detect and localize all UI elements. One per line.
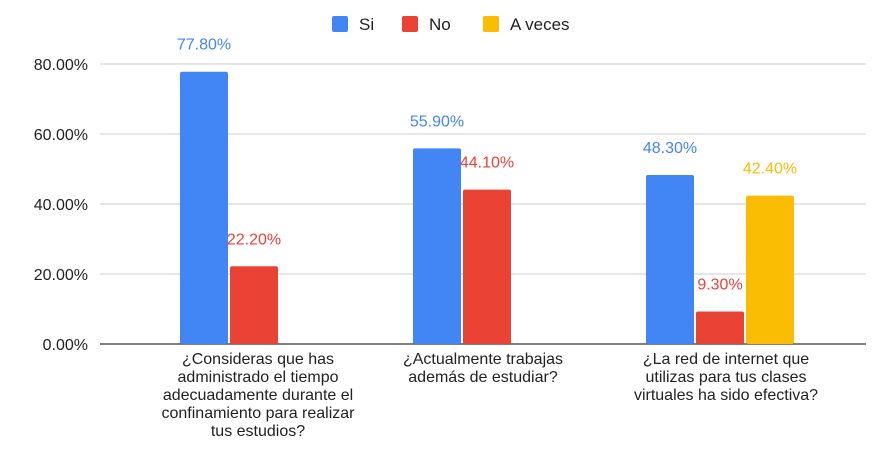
bar-si [180, 71, 228, 344]
legend-label-si: Si [359, 15, 374, 34]
x-category-label-line: ¿Actualmente trabajas [403, 351, 563, 368]
x-category-label-line: confinamiento para realizar [162, 405, 356, 422]
data-label: 22.20% [227, 231, 281, 248]
legend-swatch-si [332, 16, 348, 32]
x-category-label-line: adecuadamente durante el [163, 387, 353, 404]
x-category-label-line: ¿Consideras que has [182, 351, 334, 368]
y-tick-label: 0.00% [43, 337, 88, 354]
x-category-label-line: además de estudiar? [408, 369, 558, 386]
x-category-label: ¿Consideras que has administrado el tiemp… [162, 351, 356, 440]
bar-si [413, 148, 461, 344]
legend-label-a-veces: A veces [510, 15, 570, 34]
bar-a-veces [746, 195, 794, 344]
x-category-label-line: administrado el tiempo [178, 369, 339, 386]
data-label: 42.40% [743, 161, 797, 178]
bars [180, 71, 794, 344]
x-axis-category-labels: ¿Consideras que has administrado el tiemp… [162, 351, 819, 440]
x-category-label: ¿La red de internet que utilizas para tus… [634, 351, 818, 404]
data-label: 9.30% [697, 276, 742, 293]
data-labels: 77.80% 22.20% 55.90% 44.10% 48.30% 9.30% 42.40… [177, 37, 797, 294]
bar-si [646, 174, 694, 344]
y-tick-label: 40.00% [34, 197, 88, 214]
data-label: 55.90% [410, 113, 464, 130]
bar-no [696, 311, 744, 344]
legend-swatch-no [402, 16, 418, 32]
y-tick-label: 80.00% [34, 57, 88, 74]
x-category-label-line: virtuales ha sido efectiva? [634, 387, 818, 404]
x-category-label-line: tus estudios? [211, 423, 305, 440]
y-axis-tick-labels: 0.00% 20.00% 40.00% 60.00% 80.00% [34, 57, 88, 354]
data-label: 77.80% [177, 37, 231, 54]
y-tick-label: 20.00% [34, 267, 88, 284]
x-category-label-line: utilizas para tus clases [646, 369, 807, 386]
legend-swatch-a-veces [483, 16, 499, 32]
legend-label-no: No [429, 15, 451, 34]
bar-no [463, 189, 511, 344]
y-tick-label: 60.00% [34, 127, 88, 144]
legend: Si No A veces [332, 15, 570, 34]
bar-no [230, 266, 278, 344]
data-label: 44.10% [460, 155, 514, 172]
data-label: 48.30% [643, 140, 697, 157]
x-category-label: ¿Actualmente trabajas además de estudiar? [403, 351, 563, 386]
x-category-label-line: ¿La red de internet que [643, 351, 809, 368]
